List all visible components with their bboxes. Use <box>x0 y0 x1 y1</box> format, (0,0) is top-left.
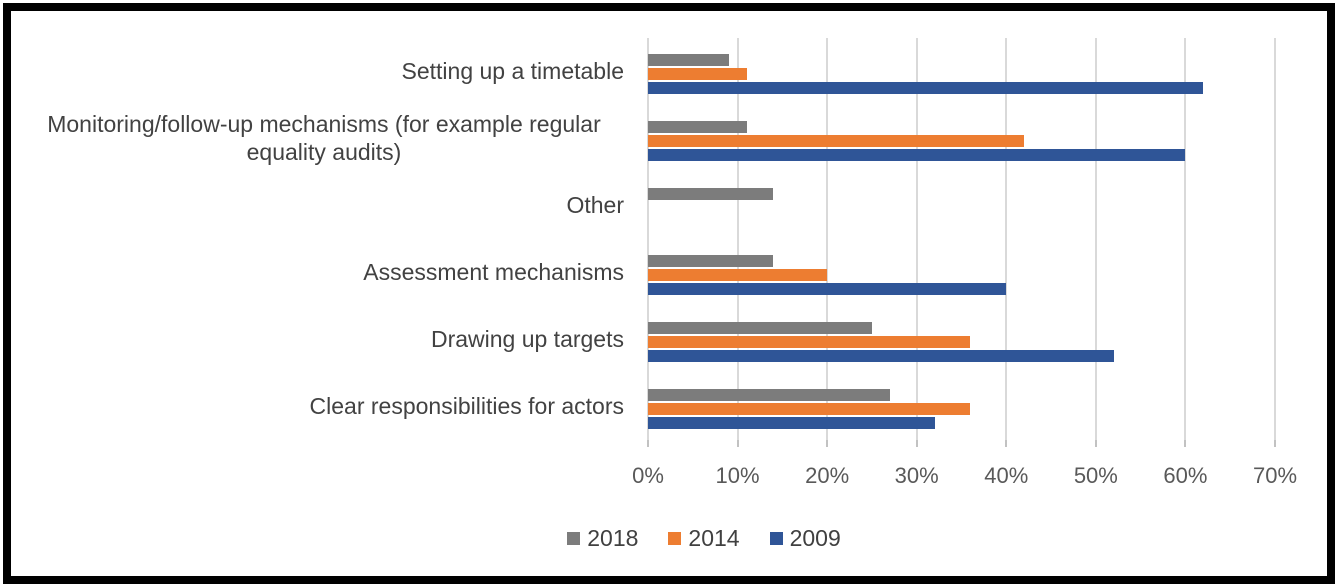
chart-area: Setting up a timetable Monitoring/follow-… <box>11 11 1327 576</box>
bar-2018-category-1 <box>648 121 747 133</box>
gridline-70% <box>1274 38 1276 440</box>
bar-2014-category-1 <box>648 135 1025 147</box>
x-axis-label-50%: 50% <box>1073 463 1118 488</box>
legend-label: 2014 <box>688 525 740 551</box>
category-label-row-3: Assessment mechanisms <box>24 239 624 306</box>
legend-swatch-icon <box>668 532 682 545</box>
bar-group-5 <box>648 373 1275 440</box>
tick-mark-50% <box>1094 440 1097 447</box>
tick-mark-60% <box>1184 440 1187 447</box>
legend-swatch-icon <box>769 532 783 545</box>
gridline-30% <box>915 38 918 440</box>
bar-2009-category-4 <box>648 350 1114 362</box>
category-label: Monitoring/follow-up mechanisms (for exa… <box>47 111 601 165</box>
bar-2009-category-0 <box>648 82 1204 94</box>
bar-2014-category-0 <box>648 68 747 80</box>
x-axis-label-30%: 30% <box>894 463 939 488</box>
x-axis-label-0%: 0% <box>632 463 664 488</box>
bar-group-2 <box>648 172 1275 239</box>
x-axis-label-40%: 40% <box>984 463 1029 488</box>
tick-mark-30% <box>915 440 918 447</box>
x-axis-label-10%: 10% <box>715 463 760 488</box>
tick-mark-0% <box>647 440 649 447</box>
bar-2014-category-3 <box>648 269 828 281</box>
gridline-60% <box>1184 38 1187 440</box>
legend-item-2014: 2014 <box>668 525 740 552</box>
x-axis-label-20%: 20% <box>805 463 850 488</box>
gridline-40% <box>1005 38 1008 440</box>
legend-swatch-icon <box>567 532 581 545</box>
tick-mark-40% <box>1005 440 1008 447</box>
category-label-row-5: Clear responsibilities for actors <box>24 373 624 440</box>
legend-label: 2009 <box>789 525 841 551</box>
category-axis: Setting up a timetable Monitoring/follow-… <box>24 38 624 440</box>
category-label: Setting up a timetable <box>401 57 624 84</box>
category-label: Other <box>566 191 624 218</box>
gridline-50% <box>1094 38 1097 440</box>
bar-2009-category-1 <box>648 149 1186 161</box>
tick-mark-10% <box>736 440 739 447</box>
category-label-row-0: Setting up a timetable <box>24 38 624 105</box>
chart-frame: Setting up a timetable Monitoring/follow-… <box>3 3 1335 584</box>
legend: 2018 2014 2009 <box>46 525 1338 552</box>
bar-2014-category-5 <box>648 403 971 415</box>
bar-2009-category-3 <box>648 283 1007 295</box>
category-label: Assessment mechanisms <box>363 258 624 285</box>
category-label-row-2: Other <box>24 172 624 239</box>
gridline-0% <box>647 38 649 440</box>
plot-area <box>647 38 1276 447</box>
x-axis: 0% 10% 20% 30% 40% 50% 60% 70% <box>632 463 1297 491</box>
gridline-20% <box>826 38 829 440</box>
bar-group-0 <box>648 38 1275 105</box>
legend-item-2009: 2009 <box>769 525 841 552</box>
tick-mark-20% <box>826 440 829 447</box>
category-label: Clear responsibilities for actors <box>309 392 624 419</box>
category-label-row-4: Drawing up targets <box>24 306 624 373</box>
bar-2009-category-5 <box>648 417 935 429</box>
category-label-row-1: Monitoring/follow-up mechanisms (for exa… <box>24 105 624 172</box>
gridline-10% <box>736 38 739 440</box>
category-label: Drawing up targets <box>430 325 624 352</box>
bar-group-3 <box>648 239 1275 306</box>
x-axis-label-70%: 70% <box>1252 463 1298 488</box>
bar-2014-category-4 <box>648 336 971 348</box>
tick-mark-70% <box>1274 440 1276 447</box>
bar-2018-category-5 <box>648 389 890 401</box>
legend-item-2018: 2018 <box>567 525 638 552</box>
bar-2018-category-0 <box>648 54 729 66</box>
bar-2018-category-3 <box>648 255 774 267</box>
bar-2018-category-2 <box>648 188 774 200</box>
bar-group-4 <box>648 306 1275 373</box>
x-axis-label-60%: 60% <box>1163 463 1208 488</box>
legend-label: 2018 <box>587 525 639 551</box>
bar-group-1 <box>648 105 1275 172</box>
bar-2018-category-4 <box>648 322 872 334</box>
